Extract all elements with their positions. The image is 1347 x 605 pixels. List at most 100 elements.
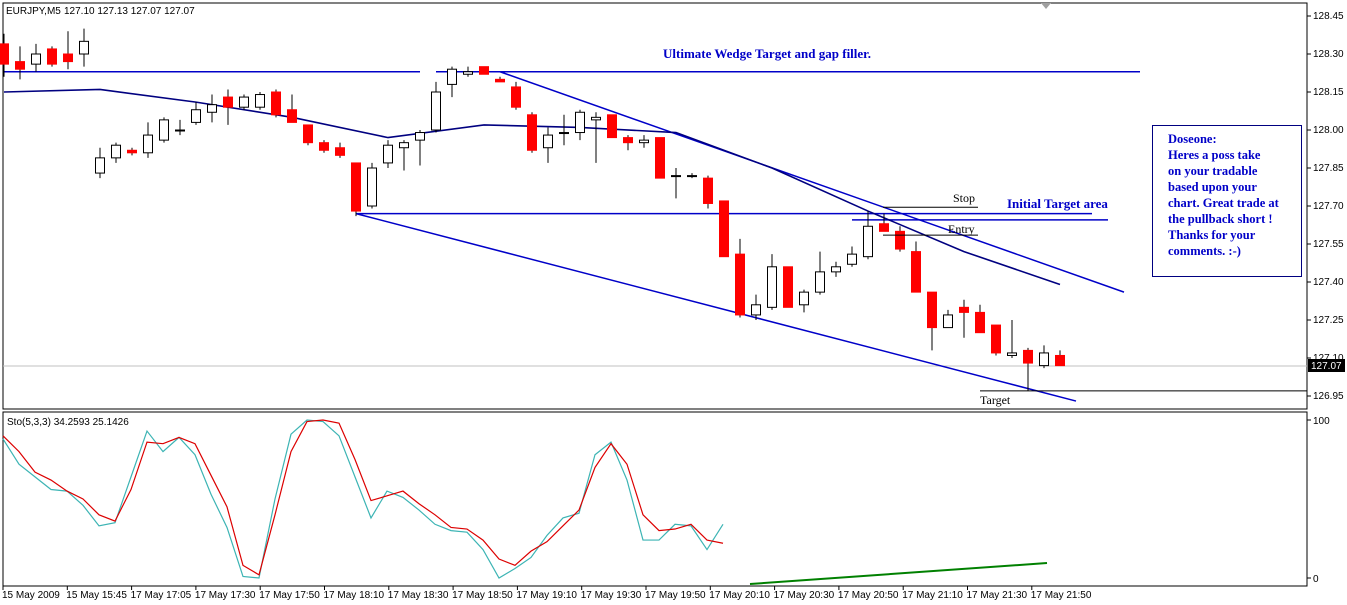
time-tick-label: 17 May 20:30 xyxy=(774,590,835,601)
stochastic-tick-label: 100 xyxy=(1313,416,1330,427)
bull-candle xyxy=(639,139,649,144)
bear-candle xyxy=(607,114,617,139)
bull-candle xyxy=(1007,352,1017,356)
bull-candle xyxy=(575,111,585,134)
note-line: Doseone: xyxy=(1168,132,1217,146)
bear-candle xyxy=(271,91,281,116)
bear-candle xyxy=(319,142,329,151)
bull-candle xyxy=(31,53,41,65)
bull-candle xyxy=(239,96,249,108)
bear-candle xyxy=(1055,354,1065,367)
bear-candle xyxy=(655,137,665,179)
bull-candle xyxy=(159,119,169,141)
bear-candle xyxy=(895,230,905,250)
bull-candle xyxy=(751,304,761,316)
bull-candle xyxy=(255,94,265,108)
price-tick-label: 127.10 xyxy=(1313,353,1344,364)
bear-candle xyxy=(719,200,729,258)
bull-candle xyxy=(767,266,777,308)
bear-candle xyxy=(15,61,25,70)
price-tick-label: 128.30 xyxy=(1313,49,1344,60)
bull-candle xyxy=(175,129,185,132)
bear-candle xyxy=(959,306,969,313)
bear-candle xyxy=(1023,349,1033,364)
stochastic-label: Sto(5,3,3) 34.2593 25.1426 xyxy=(7,417,129,428)
price-tick-label: 127.85 xyxy=(1313,163,1344,174)
bear-candle xyxy=(703,177,713,204)
price-tick-label: 128.15 xyxy=(1313,87,1344,98)
trendline-wedge-bottom xyxy=(355,212,1077,402)
price-pane[interactable] xyxy=(2,2,1308,410)
bear-candle xyxy=(351,162,361,212)
stochastic-tick-label: 0 xyxy=(1313,574,1319,585)
time-tick-label: 17 May 19:30 xyxy=(581,590,642,601)
bull-candle xyxy=(431,91,441,131)
bull-candle xyxy=(463,71,473,75)
stochastic-axis: 100 0 xyxy=(1307,416,1330,585)
bear-candle xyxy=(927,291,937,329)
target-annotation: Target xyxy=(980,393,1011,407)
stochastic-main-line xyxy=(2,419,724,579)
bull-candle xyxy=(943,314,953,329)
note-line: the pullback short ! xyxy=(1168,212,1273,226)
bear-candle xyxy=(287,109,297,123)
price-tick-label: 128.00 xyxy=(1313,125,1344,136)
chart-shift-marker[interactable] xyxy=(1041,3,1051,9)
bull-candle xyxy=(191,109,201,123)
price-tick-label: 126.95 xyxy=(1313,391,1344,402)
ohlc-label: 127.10 127.13 127.07 127.07 xyxy=(64,6,195,17)
bull-candle xyxy=(79,40,89,55)
stop-annotation: Stop xyxy=(953,191,975,205)
time-tick-label: 17 May 21:50 xyxy=(1031,590,1092,601)
bear-candle xyxy=(127,149,137,154)
price-tick-label: 127.70 xyxy=(1313,201,1344,212)
time-tick-label: 17 May 21:10 xyxy=(902,590,963,601)
comment-note: Doseone: Heres a poss take on your trada… xyxy=(1152,125,1302,277)
initial-target-annotation: Initial Target area xyxy=(1007,196,1108,211)
divergence-line xyxy=(749,562,1048,585)
bull-candle xyxy=(143,134,153,154)
bull-candle xyxy=(399,142,409,149)
bear-candle xyxy=(911,251,921,293)
bull-candle xyxy=(111,144,121,159)
bull-candle xyxy=(415,132,425,141)
note-line: based upon your xyxy=(1168,180,1257,194)
bear-candle xyxy=(879,223,889,232)
bear-candle xyxy=(223,96,233,108)
stochastic-pane[interactable] xyxy=(2,411,1308,587)
time-tick-label: 17 May 17:50 xyxy=(259,590,320,601)
bear-candle xyxy=(735,253,745,316)
current-price-label: 127.07 xyxy=(1311,361,1342,372)
bear-candle xyxy=(335,147,345,156)
bull-candle xyxy=(591,116,601,121)
bull-candle xyxy=(815,271,825,293)
candles xyxy=(0,28,1065,391)
bear-candle xyxy=(527,114,537,151)
bull-candle xyxy=(559,132,569,135)
bull-candle xyxy=(687,175,697,178)
time-tick-label: 17 May 19:10 xyxy=(516,590,577,601)
bull-candle xyxy=(447,68,457,85)
wedge-target-annotation: Ultimate Wedge Target and gap filler. xyxy=(663,46,871,61)
time-tick-label: 15 May 2009 xyxy=(2,590,60,601)
bear-candle xyxy=(623,137,633,144)
price-tick-label: 127.25 xyxy=(1313,315,1344,326)
time-tick-label: 15 May 15:45 xyxy=(66,590,127,601)
bear-candle xyxy=(975,311,985,334)
time-tick-label: 17 May 19:50 xyxy=(645,590,706,601)
time-tick-label: 17 May 18:10 xyxy=(324,590,385,601)
entry-annotation: Entry xyxy=(948,222,975,236)
bear-candle xyxy=(511,86,521,108)
price-tick-label: 127.55 xyxy=(1313,239,1344,250)
note-line: chart. Great trade at xyxy=(1168,196,1279,210)
stochastic-signal-line xyxy=(2,419,724,576)
bear-candle xyxy=(991,324,1001,354)
price-tick-label: 128.45 xyxy=(1313,11,1344,22)
bull-candle xyxy=(831,266,841,273)
bear-candle xyxy=(0,43,9,65)
time-tick-label: 17 May 20:50 xyxy=(838,590,899,601)
time-tick-label: 17 May 20:10 xyxy=(709,590,770,601)
bull-candle xyxy=(207,104,217,113)
time-tick-label: 17 May 18:30 xyxy=(388,590,449,601)
